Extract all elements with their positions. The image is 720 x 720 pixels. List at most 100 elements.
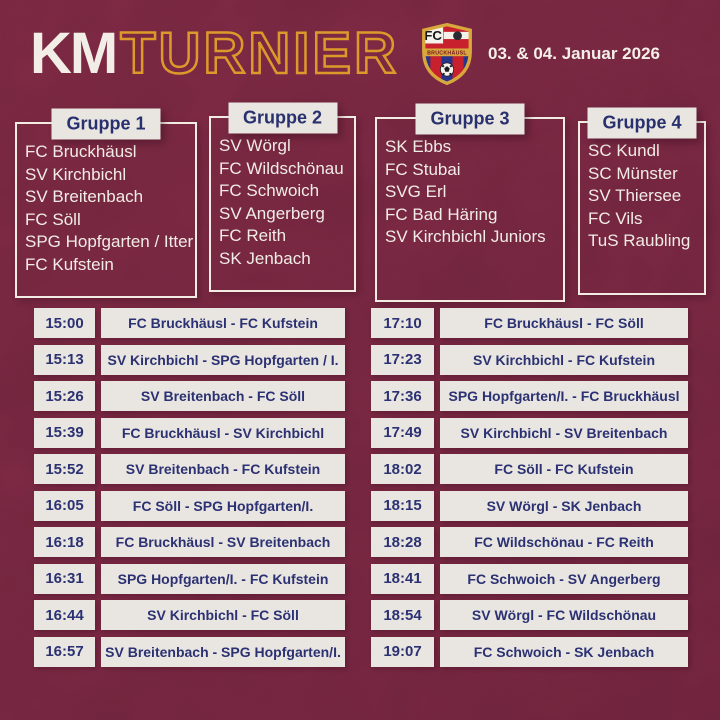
schedule-row: 15:00 FC Bruckhäusl - FC Kufstein — [34, 308, 345, 338]
group-box-4: Gruppe 4 SC Kundl SC Münster SV Thiersee… — [578, 107, 706, 295]
match-time: 16:18 — [34, 527, 95, 557]
match-pairing: FC Schwoich - SV Angerberg — [440, 563, 688, 594]
schedule-row: 15:13 SV Kirchbichl - SPG Hopfgarten / I… — [34, 344, 345, 375]
team-name: SC Kundl — [588, 141, 660, 160]
team-name: FC Söll — [25, 209, 81, 229]
match-time: 18:54 — [371, 600, 434, 630]
team-name: SV Angerberg — [219, 203, 325, 223]
team-name: TuS Raubling — [588, 231, 691, 250]
title-km: KM — [30, 21, 118, 86]
crest-fc-text: FC — [424, 28, 442, 43]
team-name: SV Wörgl — [219, 136, 291, 155]
match-pairing: FC Söll - SPG Hopfgarten/I. — [101, 490, 345, 521]
team-name: SPG Hopfgarten / Itter — [25, 232, 194, 251]
match-pairing: FC Schwoich - SK Jenbach — [440, 636, 688, 667]
team-name: SVG Erl — [385, 182, 447, 201]
team-list: SC Kundl SC Münster SV Thiersee FC Vils … — [580, 123, 704, 253]
match-pairing: FC Bruckhäusl - SV Breitenbach — [101, 527, 345, 557]
match-pairing: SV Kirchbichl - SV Breitenbach — [440, 417, 688, 448]
team-name: FC Reith — [219, 226, 287, 245]
match-pairing: FC Wildschönau - FC Reith — [440, 527, 688, 557]
match-pairing: SV Breitenbach - FC Söll — [101, 381, 345, 411]
schedule-column-left: 15:00 FC Bruckhäusl - FC Kufstein 15:13 … — [34, 308, 345, 667]
schedule-row: 16:44 SV Kirchbichl - FC Söll — [34, 600, 345, 630]
match-time: 15:13 — [34, 344, 95, 375]
team-name: FC Vils — [588, 208, 643, 228]
schedule-row: 17:49 SV Kirchbichl - SV Breitenbach — [371, 417, 688, 448]
team-list: SK Ebbs FC Stubai SVG Erl FC Bad Häring … — [377, 119, 563, 249]
schedule-row: 16:18 FC Bruckhäusl - SV Breitenbach — [34, 527, 345, 557]
team-name: FC Bad Häring — [385, 204, 498, 224]
schedule-row: 16:05 FC Söll - SPG Hopfgarten/I. — [34, 490, 345, 521]
team-name: SC Münster — [588, 163, 678, 183]
match-time: 16:57 — [34, 636, 95, 667]
title-turnier: TURNIER — [119, 21, 399, 86]
match-pairing: SV Kirchbichl - FC Kufstein — [440, 344, 688, 375]
match-pairing: SV Wörgl - FC Wildschönau — [440, 600, 688, 630]
schedule-row: 18:15 SV Wörgl - SK Jenbach — [371, 490, 688, 521]
match-time: 16:05 — [34, 490, 95, 521]
team-name: SV Kirchbichl — [25, 164, 127, 184]
schedule-row: 15:52 SV Breitenbach - FC Kufstein — [34, 454, 345, 484]
schedule-row: 18:02 FC Söll - FC Kufstein — [371, 454, 688, 484]
schedule-row: 19:07 FC Schwoich - SK Jenbach — [371, 636, 688, 667]
group-box-1: Gruppe 1 FC Bruckhäusl SV Kirchbichl SV … — [15, 108, 197, 298]
match-time: 16:31 — [34, 563, 95, 594]
match-time: 18:15 — [371, 490, 434, 521]
team-list: FC Bruckhäusl SV Kirchbichl SV Breitenba… — [17, 124, 195, 276]
team-list: SV Wörgl FC Wildschönau FC Schwoich SV A… — [211, 118, 354, 270]
club-crest-icon: FC BRUCKHÄUSL — [422, 23, 472, 85]
schedule-column-right: 17:10 FC Bruckhäusl - FC Söll 17:23 SV K… — [371, 308, 688, 667]
match-pairing: SV Kirchbichl - SPG Hopfgarten / I. — [101, 344, 345, 375]
match-pairing: SPG Hopfgarten/I. - FC Bruckhäusl — [440, 381, 688, 411]
team-name: SV Kirchbichl Juniors — [385, 227, 546, 246]
team-name: SK Jenbach — [219, 248, 311, 268]
team-name: SV Thiersee — [588, 186, 682, 205]
match-time: 19:07 — [371, 636, 434, 667]
match-time: 17:23 — [371, 344, 434, 375]
team-name: SV Breitenbach — [25, 187, 144, 206]
schedule-row: 17:23 SV Kirchbichl - FC Kufstein — [371, 344, 688, 375]
schedule-row: 18:28 FC Wildschönau - FC Reith — [371, 527, 688, 557]
match-pairing: SV Kirchbichl - FC Söll — [101, 600, 345, 630]
schedule-row: 16:57 SV Breitenbach - SPG Hopfgarten/I. — [34, 636, 345, 667]
match-pairing: FC Bruckhäusl - FC Söll — [440, 308, 688, 338]
match-time: 18:41 — [371, 563, 434, 594]
group-label: Gruppe 1 — [51, 108, 161, 140]
schedule-row: 15:26 SV Breitenbach - FC Söll — [34, 381, 345, 411]
team-name: FC Stubai — [385, 159, 461, 179]
group-box-2: Gruppe 2 SV Wörgl FC Wildschönau FC Schw… — [209, 102, 356, 292]
event-date: 03. & 04. Januar 2026 — [487, 44, 660, 63]
team-name: SK Ebbs — [385, 137, 452, 156]
match-pairing: SV Breitenbach - SPG Hopfgarten/I. — [101, 636, 345, 667]
team-name: FC Schwoich — [219, 181, 320, 200]
match-pairing: SPG Hopfgarten/I. - FC Kufstein — [101, 563, 345, 594]
schedule-row: 16:31 SPG Hopfgarten/I. - FC Kufstein — [34, 563, 345, 594]
match-time: 15:26 — [34, 381, 95, 411]
match-time: 18:28 — [371, 527, 434, 557]
match-time: 15:00 — [34, 308, 95, 338]
match-time: 18:02 — [371, 454, 434, 484]
match-time: 17:10 — [371, 308, 434, 338]
match-pairing: FC Bruckhäusl - FC Kufstein — [101, 308, 345, 338]
team-name: FC Wildschönau — [219, 158, 344, 178]
schedule-row: 17:10 FC Bruckhäusl - FC Söll — [371, 308, 688, 338]
group-label: Gruppe 4 — [587, 107, 697, 139]
group-label: Gruppe 3 — [415, 103, 525, 135]
match-pairing: FC Söll - FC Kufstein — [440, 454, 688, 484]
schedule-row: 18:54 SV Wörgl - FC Wildschönau — [371, 600, 688, 630]
match-time: 17:49 — [371, 417, 434, 448]
crest-banner-text: BRUCKHÄUSL — [427, 50, 467, 57]
match-time: 16:44 — [34, 600, 95, 630]
match-pairing: FC Bruckhäusl - SV Kirchbichl — [101, 417, 345, 448]
schedule-row: 15:39 FC Bruckhäusl - SV Kirchbichl — [34, 417, 345, 448]
match-time: 15:52 — [34, 454, 95, 484]
schedule-row: 17:36 SPG Hopfgarten/I. - FC Bruckhäusl — [371, 381, 688, 411]
team-name: FC Kufstein — [25, 254, 114, 274]
match-time: 15:39 — [34, 417, 95, 448]
group-box-3: Gruppe 3 SK Ebbs FC Stubai SVG Erl FC Ba… — [375, 103, 565, 302]
schedule-row: 18:41 FC Schwoich - SV Angerberg — [371, 563, 688, 594]
match-pairing: SV Breitenbach - FC Kufstein — [101, 454, 345, 484]
match-pairing: SV Wörgl - SK Jenbach — [440, 490, 688, 521]
